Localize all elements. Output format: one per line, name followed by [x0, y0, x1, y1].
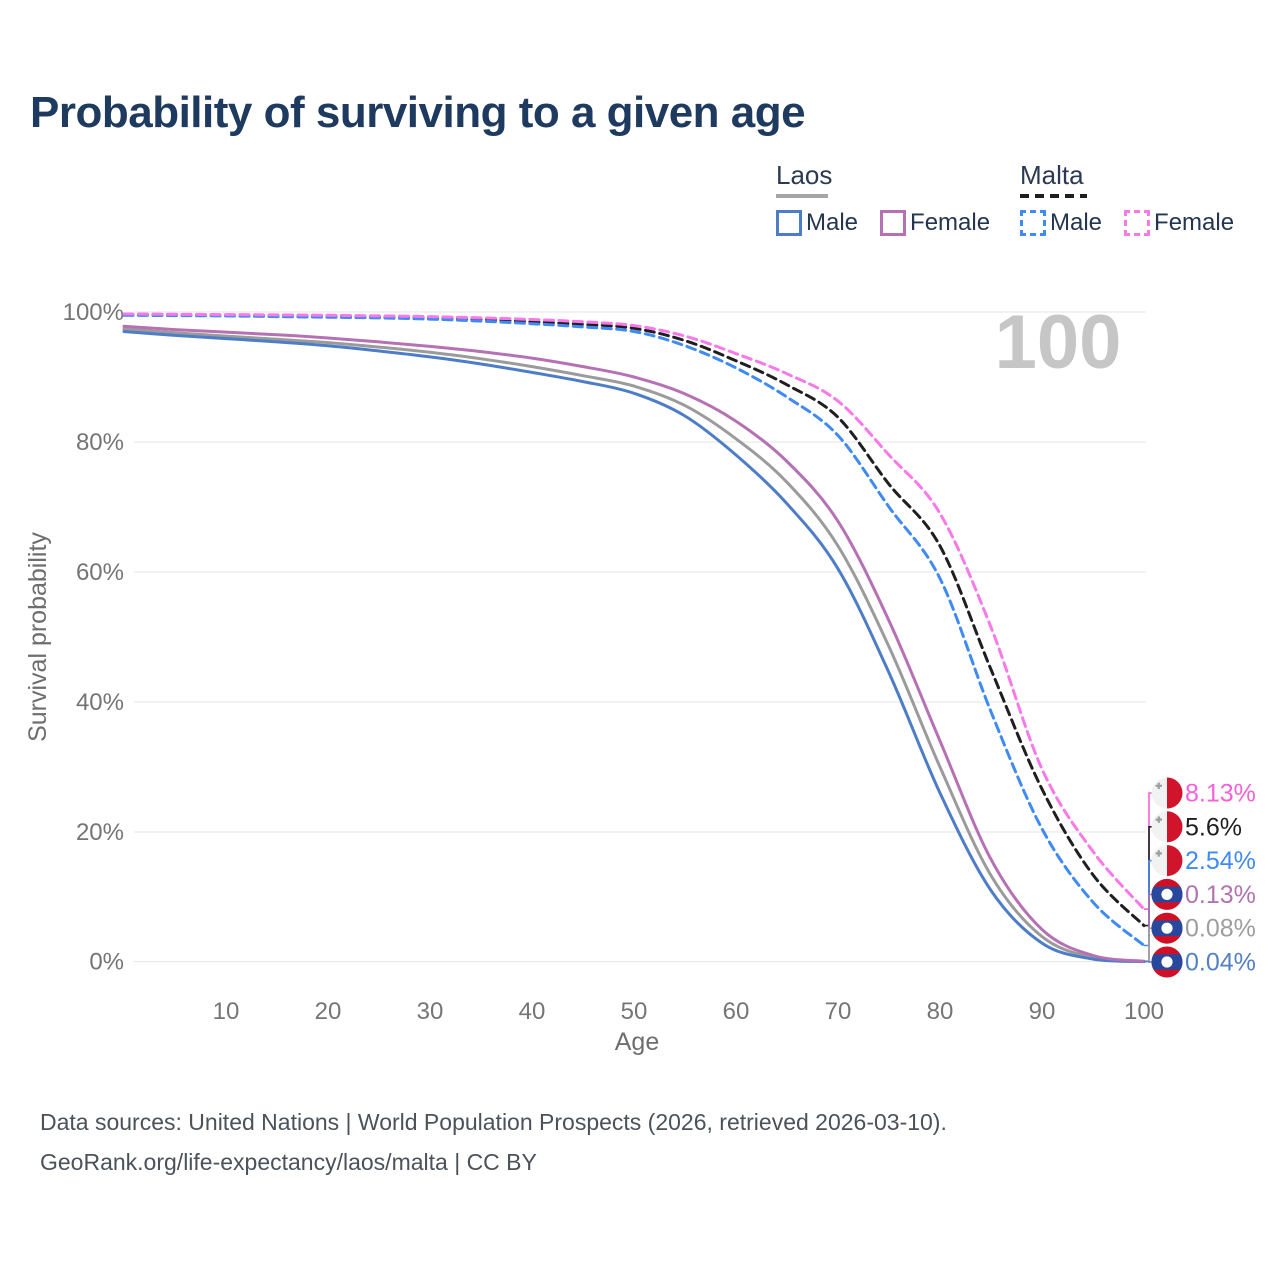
x-axis-title: Age: [615, 1028, 659, 1056]
legend-swatch-laos-male: [776, 210, 802, 236]
legend-item-label: Male: [1050, 209, 1103, 236]
flag-icon-malta: [1151, 845, 1183, 877]
legend-item-laos-female: Female: [880, 209, 990, 237]
footer: Data sources: United Nations | World Pop…: [40, 1102, 947, 1182]
line-laos-male: [122, 330, 1146, 964]
y-axis-title: Survival probability: [24, 532, 52, 742]
legend-row-malta: Male Female: [1020, 209, 1234, 237]
legend-item-malta-female: Female: [1124, 209, 1234, 237]
end-label-malta-female: 8.13%: [1185, 780, 1256, 808]
x-tick-60: 60: [723, 998, 750, 1025]
legend-swatch-malta-female: [1124, 210, 1151, 236]
y-tick-60: 60%: [76, 559, 124, 586]
line-laos-female: [122, 324, 1146, 963]
legend-item-laos-male: Male: [776, 209, 858, 237]
legend-swatch-malta-male: [1020, 210, 1046, 236]
flag-icon-laos: [1151, 912, 1183, 944]
x-tick-20: 20: [315, 998, 342, 1025]
y-tick-40: 40%: [76, 689, 124, 716]
end-label-laos-male: 0.04%: [1185, 949, 1256, 977]
y-tick-80: 80%: [76, 429, 124, 456]
footer-data-sources: Data sources: United Nations | World Pop…: [40, 1109, 947, 1135]
flag-icon-laos: [1151, 946, 1183, 978]
x-tick-10: 10: [213, 998, 240, 1025]
age-watermark: 100: [995, 300, 1122, 385]
line-malta-male: [122, 313, 1146, 947]
legend-item-label: Male: [806, 209, 859, 236]
x-tick-90: 90: [1029, 998, 1056, 1025]
flag-icon-malta: [1151, 777, 1183, 809]
page-title: Probability of surviving to a given age: [30, 88, 806, 137]
x-tick-40: 40: [519, 998, 546, 1025]
legend-group-malta: Malta Male Female: [1020, 160, 1234, 237]
legend-linestyle-dashed-sample: [1020, 194, 1087, 198]
legend-item-malta-male: Male: [1020, 209, 1102, 237]
line-laos-both: [122, 327, 1146, 963]
y-tick-0: 0%: [89, 949, 124, 976]
flag-icon-laos: [1151, 878, 1183, 910]
x-tick-50: 50: [621, 998, 648, 1025]
line-malta-both: [122, 313, 1146, 928]
x-tick-30: 30: [417, 998, 444, 1025]
legend-item-label: Female: [910, 209, 991, 236]
x-tick-100: 100: [1124, 998, 1164, 1025]
legend-swatch-laos-female: [880, 210, 907, 236]
legend-title-laos: Laos: [776, 160, 833, 190]
legend-title-malta: Malta: [1020, 160, 1084, 190]
y-tick-20: 20%: [76, 819, 124, 846]
legend-item-label: Female: [1154, 209, 1235, 236]
x-tick-80: 80: [927, 998, 954, 1025]
y-tick-100: 100%: [63, 299, 124, 326]
line-malta-female: [122, 312, 1146, 911]
flag-icon-malta: [1151, 811, 1183, 843]
end-label-malta-male: 2.54%: [1185, 847, 1256, 875]
legend-linestyle-solid-sample: [776, 194, 828, 198]
end-label-malta-both: 5.6%: [1185, 813, 1242, 841]
x-tick-70: 70: [825, 998, 852, 1025]
end-label-laos-female: 0.13%: [1185, 881, 1256, 909]
legend-row-laos: Male Female: [776, 209, 990, 237]
legend-group-laos: Laos Male Female: [776, 160, 990, 237]
footer-attribution: GeoRank.org/life-expectancy/laos/malta |…: [40, 1149, 537, 1175]
end-label-laos-both: 0.08%: [1185, 915, 1256, 943]
